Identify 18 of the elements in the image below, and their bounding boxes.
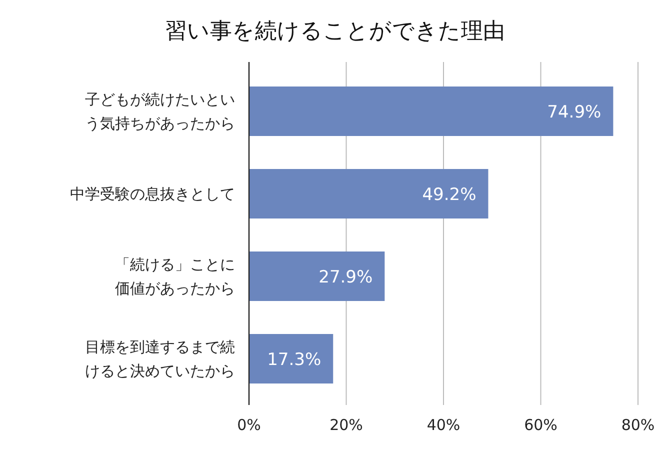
chart-title: 習い事を続けることができた理由 [165, 19, 505, 44]
x-tick-label: 80% [621, 416, 655, 434]
x-tick-label: 20% [330, 416, 363, 434]
data-label: 49.2% [422, 184, 476, 205]
bar [249, 169, 488, 218]
y-tick-label: 目標を到達するまで続けると決めていたから [85, 338, 235, 380]
data-label: 17.3% [267, 350, 322, 370]
x-tick-label: 40% [426, 416, 460, 434]
y-tick-label: 「続ける」ことに価値があったから [115, 255, 235, 298]
bar [249, 86, 614, 136]
y-tick-label: 子どもが続けたいという気持ちがあったから [85, 90, 235, 132]
x-tick-label: 0% [237, 416, 261, 434]
y-tick-label: 中学受験の息抜きとして [70, 184, 235, 203]
x-tick-label: 60% [524, 416, 558, 434]
bar [249, 334, 334, 384]
data-label: 27.9% [318, 267, 373, 288]
data-label: 74.9% [547, 102, 602, 122]
bar [249, 252, 385, 301]
